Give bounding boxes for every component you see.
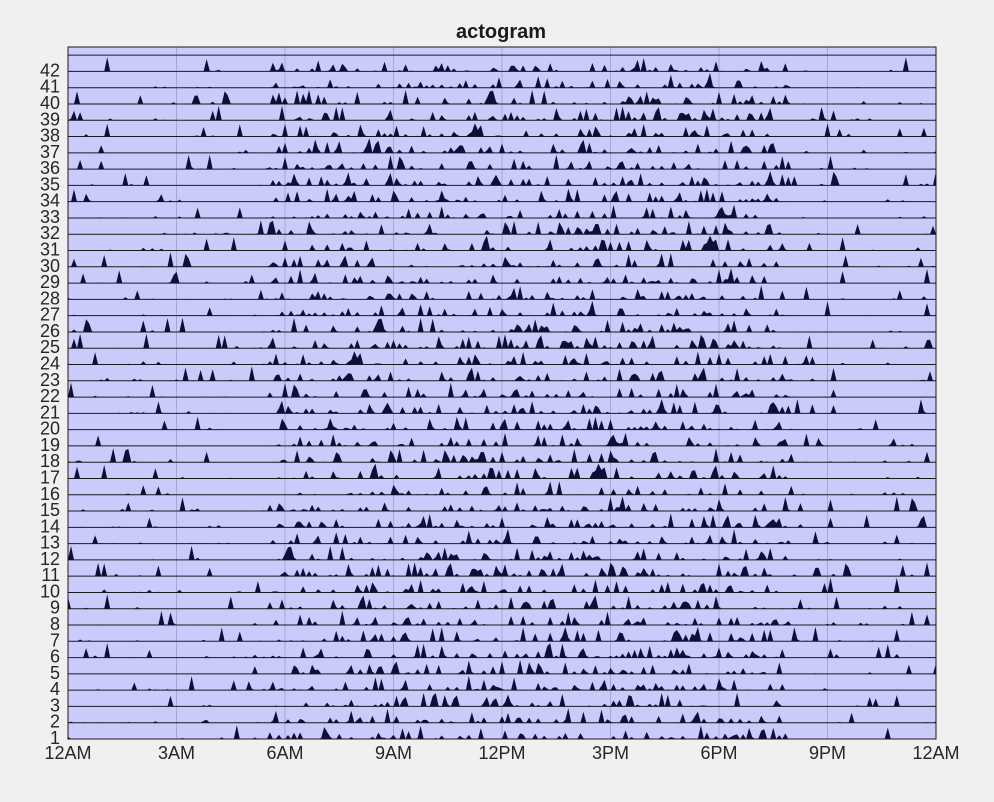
y-tick-label: 21 — [40, 402, 60, 422]
y-tick-label: 27 — [40, 305, 60, 325]
y-tick-labels: 1234567891011121314151617181920212223242… — [40, 60, 60, 748]
y-tick-label: 12 — [40, 549, 60, 569]
y-tick-label: 39 — [40, 109, 60, 129]
y-tick-label: 3 — [50, 695, 60, 715]
y-tick-label: 35 — [40, 174, 60, 194]
y-tick-label: 4 — [50, 679, 60, 699]
activity-trace-row-14 — [68, 513, 936, 528]
y-tick-label: 15 — [40, 500, 60, 520]
y-tick-label: 16 — [40, 484, 60, 504]
activity-trace-row-4 — [68, 675, 936, 691]
activity-trace-row-22 — [68, 382, 936, 398]
y-tick-label: 14 — [40, 516, 60, 536]
y-tick-label: 37 — [40, 142, 60, 162]
x-tick-label: 6AM — [266, 743, 303, 763]
activity-trace-row-39 — [68, 105, 936, 121]
y-tick-label: 32 — [40, 223, 60, 243]
x-tick-label: 9PM — [809, 743, 846, 763]
y-tick-label: 29 — [40, 272, 60, 292]
y-tick-label: 1 — [50, 728, 60, 748]
activity-trace-row-42 — [68, 57, 936, 72]
y-tick-label: 30 — [40, 256, 60, 276]
activity-trace-row-21 — [68, 399, 936, 414]
y-tick-label: 2 — [50, 712, 60, 732]
x-tick-label: 3PM — [592, 743, 629, 763]
y-tick-label: 17 — [40, 467, 60, 487]
activity-trace-row-17 — [68, 463, 936, 479]
x-tick-label: 12AM — [44, 743, 91, 763]
activity-trace-row-18 — [68, 448, 936, 463]
y-tick-label: 24 — [40, 354, 60, 374]
y-tick-label: 5 — [50, 663, 60, 683]
x-tick-labels: 12AM 3AM 6AM 9AM 12PM 3PM 6PM 9PM 12AM — [44, 743, 959, 763]
activity-trace-row-27 — [68, 300, 936, 316]
activity-trace-row-38 — [68, 123, 936, 137]
activity-trace-row-33 — [68, 204, 936, 218]
activity-trace-row-8 — [68, 610, 936, 626]
activity-trace-row-11 — [68, 562, 936, 577]
activity-trace-row-2 — [68, 708, 936, 723]
y-tick-label: 36 — [40, 158, 60, 178]
chart-title: actogram — [456, 21, 546, 43]
y-tick-label: 34 — [40, 191, 60, 211]
activity-trace-row-1 — [68, 725, 936, 739]
y-tick-label: 40 — [40, 93, 60, 113]
activity-trace-row-37 — [68, 138, 936, 153]
x-tick-label: 12AM — [912, 743, 959, 763]
y-tick-label: 19 — [40, 435, 60, 455]
y-tick-label: 38 — [40, 126, 60, 146]
y-tick-label: 20 — [40, 419, 60, 439]
y-tick-label: 31 — [40, 240, 60, 260]
y-tick-label: 8 — [50, 614, 60, 634]
y-tick-label: 42 — [40, 60, 60, 80]
x-tick-label: 3AM — [158, 743, 195, 763]
y-tick-label: 26 — [40, 321, 60, 341]
x-tick-label: 12PM — [478, 743, 525, 763]
activity-trace-row-31 — [68, 235, 936, 251]
y-tick-label: 11 — [41, 565, 60, 585]
y-tick-label: 41 — [40, 77, 60, 97]
activity-trace-row-40 — [68, 89, 936, 104]
activity-trace-row-6 — [68, 643, 936, 658]
y-tick-label: 9 — [50, 598, 60, 618]
activity-trace-row-36 — [68, 154, 936, 170]
plot-frame — [67, 46, 937, 740]
activity-trace-row-29 — [68, 268, 936, 284]
x-tick-label: 9AM — [375, 743, 412, 763]
activity-trace-row-15 — [68, 496, 936, 512]
activity-trace-row-28 — [68, 285, 936, 300]
activity-trace-row-24 — [68, 351, 936, 365]
activity-trace-row-5 — [68, 659, 936, 674]
y-tick-label: 25 — [40, 337, 60, 357]
y-tick-label: 22 — [40, 386, 60, 406]
y-tick-label: 23 — [40, 370, 60, 390]
activity-trace-row-30 — [68, 252, 936, 267]
y-tick-label: 13 — [40, 533, 60, 553]
activity-trace-row-20 — [68, 416, 936, 430]
y-tick-label: 6 — [50, 647, 60, 667]
y-tick-label: 33 — [40, 207, 60, 227]
x-tick-label: 6PM — [700, 743, 737, 763]
y-tick-label: 7 — [50, 630, 60, 650]
y-tick-label: 18 — [40, 451, 60, 471]
activity-trace-row-12 — [68, 545, 936, 560]
y-tick-label: 10 — [40, 581, 60, 601]
y-tick-label: 28 — [40, 288, 60, 308]
